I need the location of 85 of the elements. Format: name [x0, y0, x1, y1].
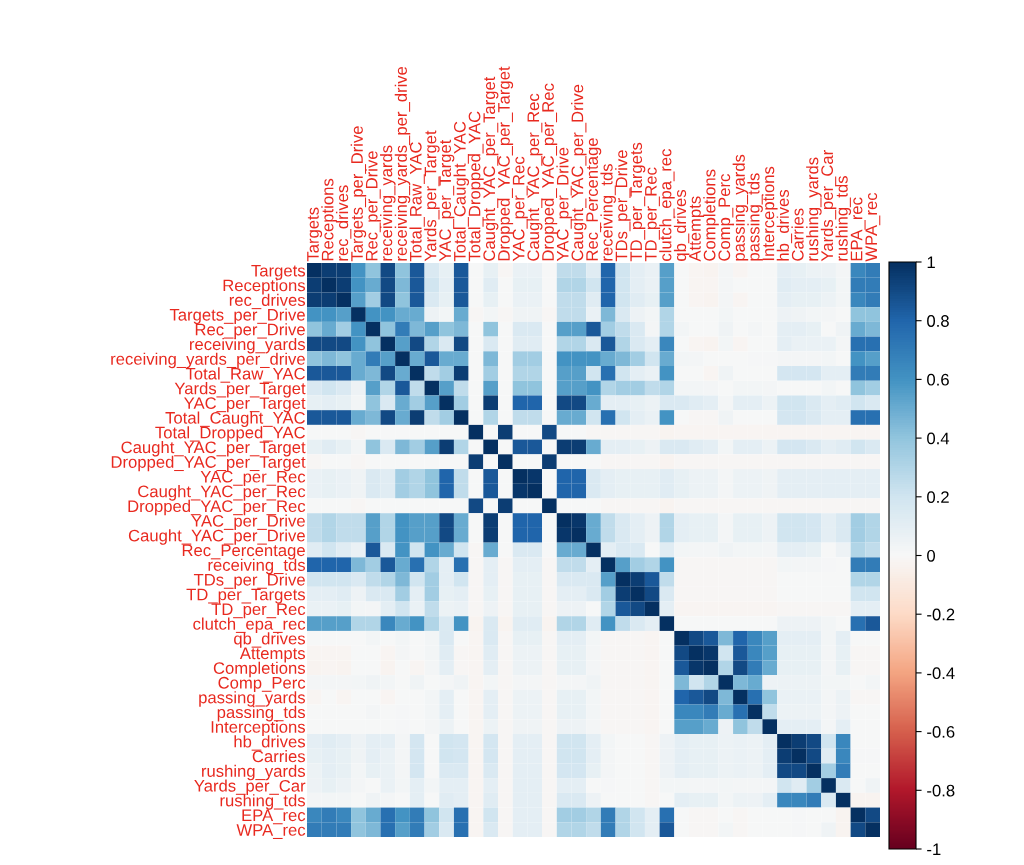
y-tick-label: EPA_rec [242, 809, 306, 825]
y-tick-label: Caught_YAC_per_Target [121, 440, 306, 457]
y-tick-label: Rec_Percentage [182, 544, 305, 560]
x-tick-label: YAC_per_Drive [556, 147, 572, 262]
y-tick-label: passing_yards [199, 691, 306, 707]
x-tick-label: TD_per_Rec [645, 167, 661, 262]
y-tick-label: Total_Dropped_YAC [155, 426, 305, 442]
x-tick-label: Dropped_YAC_per_Rec [541, 83, 558, 261]
x-tick-label: Rec_per_Drive [365, 151, 381, 261]
x-tick-label: rec_drives [335, 185, 352, 261]
y-tick-label: TD_per_Targets [186, 588, 306, 604]
y-tick-label: Targets [251, 264, 306, 280]
color-bar-label: 0.6 [927, 373, 949, 386]
y-tick-label: receiving_yards [190, 337, 306, 354]
y-tick-label: Carries [252, 750, 306, 763]
y-tick-label: Receptions [223, 279, 306, 295]
x-tick-label: rushing_tds [835, 176, 852, 261]
y-tick-label: YAC_per_Drive [191, 514, 305, 531]
color-bar-label: -0.6 [927, 726, 955, 738]
y-tick-label: qb_drives [234, 632, 306, 648]
x-tick-label: Caught_YAC_per_Rec [526, 93, 543, 261]
y-tick-label: receiving_yards_per_drive [111, 352, 305, 369]
y-tick-label: hb_drives [234, 735, 306, 751]
x-tick-label: YAC_per_Rec [512, 156, 528, 262]
y-tick-label: YAC_per_Rec [200, 470, 306, 486]
y-tick-label: Attempts [239, 647, 306, 663]
y-tick-label: Completions [213, 661, 306, 678]
y-tick-label: clutch_epa_rec [193, 617, 306, 634]
y-tick-label: Comp_Perc [218, 676, 306, 692]
x-tick-label: rushing_yards [806, 157, 822, 261]
color-bar-label: 0.8 [927, 315, 949, 327]
x-tick-label: Attempts [689, 196, 705, 262]
y-tick-label: Dropped_YAC_per_Target [111, 455, 306, 472]
x-tick-label: TD_per_Targets [630, 142, 646, 262]
color-bar-label: 0.4 [927, 432, 950, 445]
y-tick-label: rushing_yards [202, 764, 306, 781]
y-tick-label: Total_Raw_YAC [185, 367, 305, 383]
y-tick-label: Yards_per_Target [174, 382, 306, 398]
x-tick-label: hb_drives [776, 189, 793, 261]
x-tick-label: Completions [703, 169, 719, 261]
x-tick-label: Interceptions [762, 166, 778, 261]
y-tick-label: Interceptions [211, 720, 306, 737]
x-tick-label: Yards_per_Target [424, 130, 440, 262]
color-bar-label: 0.2 [927, 491, 949, 503]
x-tick-label: passing_yards [732, 154, 749, 261]
color-bar-label: -0.2 [927, 608, 955, 621]
y-tick-label: WPA_rec [236, 824, 306, 839]
color-bar-label: 0 [927, 549, 936, 562]
x-tick-label: Total_Raw_YAC [409, 142, 425, 262]
x-tick-label: Total_Caught_YAC [453, 121, 470, 262]
y-tick-label: TDs_per_Drive [193, 573, 305, 589]
x-tick-label: Yards_per_Car [820, 150, 837, 262]
x-tick-label: Total_Dropped_YAC [468, 111, 484, 262]
y-tick-label: Targets_per_Drive [169, 308, 305, 325]
x-tick-label: Comp_Perc [718, 174, 734, 261]
y-tick-label: Caught_YAC_per_Drive [128, 529, 305, 545]
x-tick-label: receiving_yards [380, 145, 396, 261]
x-tick-label: Caught_YAC_per_Target [482, 76, 499, 261]
x-tick-label: Caught_YAC_per_Drive [571, 84, 587, 261]
color-bar-label: -0.4 [927, 667, 955, 680]
y-tick-label: rushing_tds [220, 794, 306, 810]
x-tick-label: EPA_rec [850, 197, 866, 261]
y-tick-label: Rec_per_Drive [195, 323, 305, 339]
x-tick-label: Carries [791, 208, 804, 261]
x-tick-label: WPA_rec [865, 192, 881, 262]
x-tick-label: passing_tds [747, 173, 763, 261]
y-tick-label: Dropped_YAC_per_Rec [128, 499, 306, 516]
color-bar-label: -1 [927, 843, 941, 856]
y-tick-label: Yards_per_Car [194, 779, 306, 795]
color-bar-label: -0.8 [927, 784, 955, 797]
y-tick-label: YAC_per_Target [184, 397, 306, 413]
y-tick-label: Total_Caught_YAC [165, 411, 305, 428]
y-tick-label: passing_tds [217, 705, 306, 722]
x-tick-label: Dropped_YAC_per_Target [497, 66, 514, 261]
x-tick-label: YAC_per_Target [439, 139, 455, 262]
y-tick-label: receiving_tds [208, 558, 306, 575]
x-tick-label: Rec_Percentage [586, 138, 602, 261]
x-tick-label: receiving_tds [600, 164, 616, 261]
y-tick-label: TD_per_Rec [211, 603, 306, 619]
x-tick-label: qb_drives [673, 189, 690, 261]
x-tick-label: clutch_epa_rec [659, 149, 675, 261]
y-tick-label: Caught_YAC_per_Rec [138, 485, 306, 501]
color-bar-label: 1 [927, 256, 935, 269]
x-tick-label: TDs_per_Drive [615, 150, 631, 262]
y-tick-label: rec_drives [229, 293, 306, 310]
